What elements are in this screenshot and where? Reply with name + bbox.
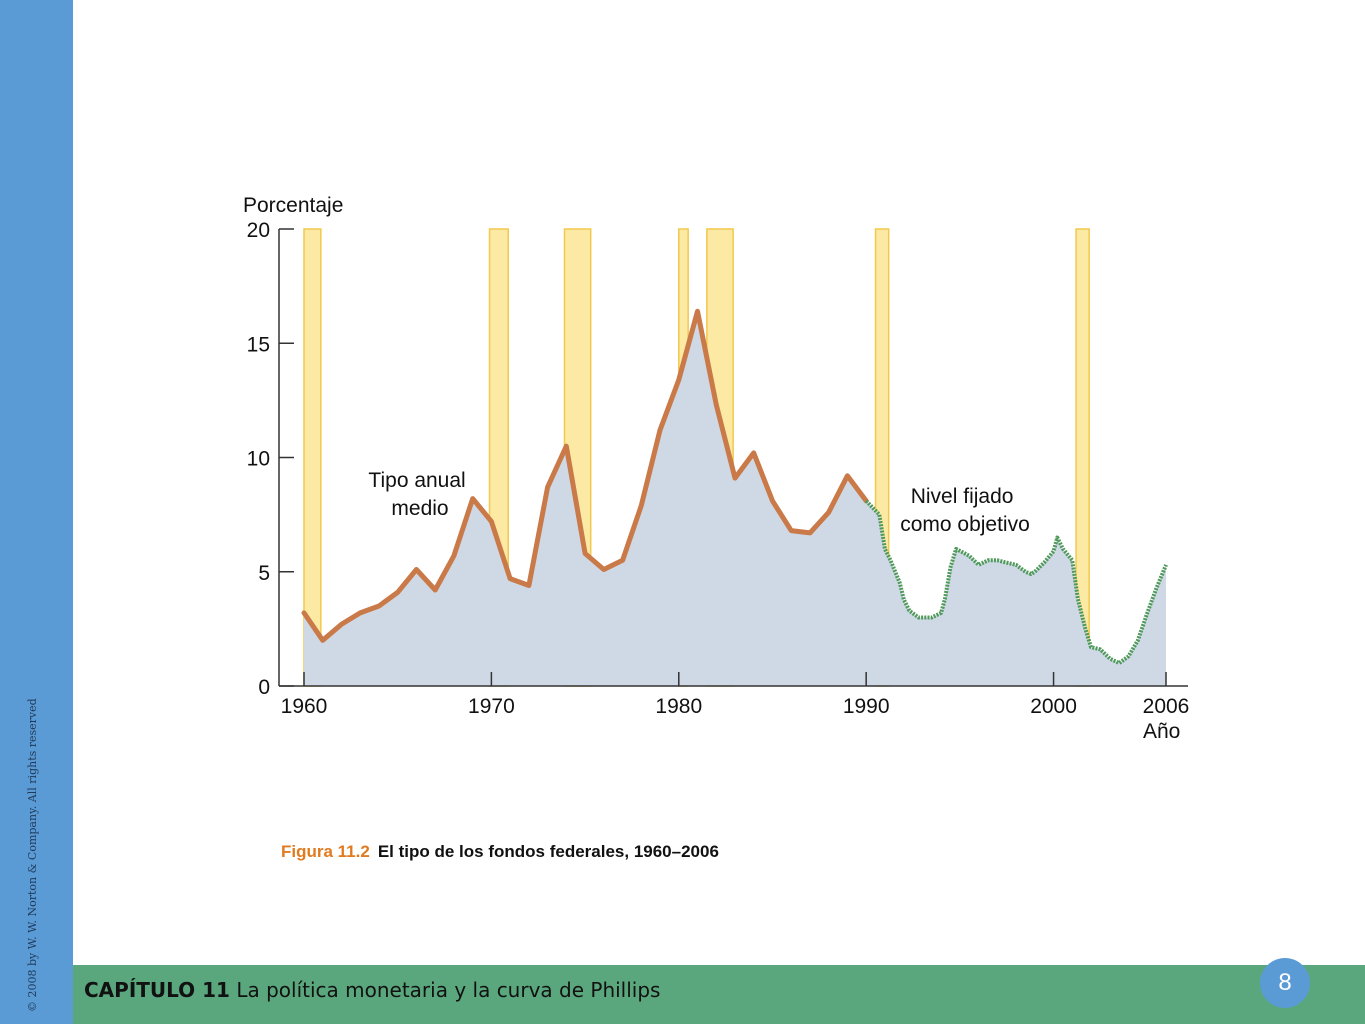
y-tick-label-20: 20	[247, 219, 270, 242]
x-tick-label-1970: 1970	[468, 695, 515, 718]
annotation-target: Nivel fijado como objetivo	[900, 485, 1030, 536]
chapter-title: La política monetaria y la curva de Phil…	[236, 978, 661, 1002]
x-tick-label-2006: 2006	[1143, 695, 1190, 718]
figure-caption: Figura 11.2 El tipo de los fondos federal…	[281, 842, 719, 862]
page-number-badge: 8	[1260, 958, 1310, 1008]
x-tick-label-1990: 1990	[843, 695, 890, 718]
chapter-heading: CAPÍTULO 11 La política monetaria y la c…	[84, 978, 660, 1002]
chapter-label: CAPÍTULO 11	[84, 978, 230, 1002]
x-tick-label-1980: 1980	[655, 695, 702, 718]
federal-funds-chart: 0 5 10 15 20 1960 1970 1980 1990 2000 2006 Porcent…	[243, 194, 1190, 743]
left-sidebar-bar	[0, 0, 73, 1024]
x-tick-label-2000: 2000	[1030, 695, 1077, 718]
y-axis-label: Porcentaje	[243, 194, 343, 217]
y-tick-label-10: 10	[247, 448, 270, 471]
x-tick-label-1960: 1960	[281, 695, 328, 718]
figure-number: Figura 11.2	[281, 842, 370, 861]
average-rate-line	[301, 308, 869, 643]
y-tick-label-5: 5	[258, 562, 270, 585]
x-axis-label: Año	[1143, 720, 1180, 743]
footer-bar	[73, 965, 1365, 1024]
y-tick-label-0: 0	[258, 676, 270, 699]
figure-title: El tipo de los fondos federales, 1960–20…	[377, 842, 719, 861]
rate-area-fill	[304, 311, 1166, 686]
annotation-average: Tipo anual medio	[368, 469, 471, 520]
axes: 0 5 10 15 20 1960 1970 1980 1990 2000 2006	[247, 219, 1190, 718]
target-rate-line	[864, 499, 1168, 666]
y-tick-label-15: 15	[247, 333, 270, 356]
